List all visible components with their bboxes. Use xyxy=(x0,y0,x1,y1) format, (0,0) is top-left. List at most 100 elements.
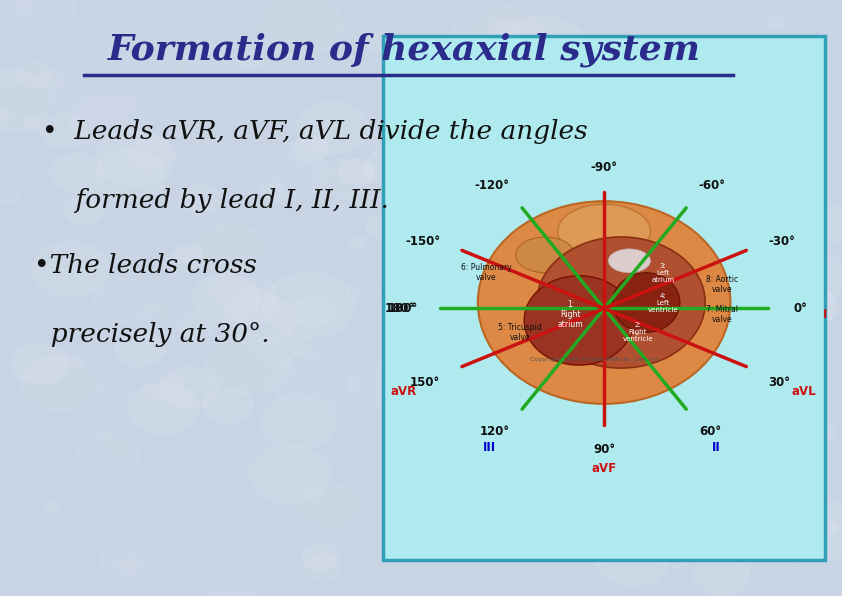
Text: aVL: aVL xyxy=(791,385,816,398)
Circle shape xyxy=(225,287,278,325)
Circle shape xyxy=(807,204,842,242)
Circle shape xyxy=(93,278,157,324)
Circle shape xyxy=(297,483,360,528)
Circle shape xyxy=(683,500,722,528)
Circle shape xyxy=(658,160,684,178)
Text: precisely at 30°.: precisely at 30°. xyxy=(34,322,269,347)
Circle shape xyxy=(679,472,745,519)
Circle shape xyxy=(417,206,495,262)
Circle shape xyxy=(290,337,317,356)
Circle shape xyxy=(508,476,598,541)
Ellipse shape xyxy=(515,237,574,273)
Text: 120°: 120° xyxy=(479,424,509,437)
Text: 8: Aortic
valve: 8: Aortic valve xyxy=(706,275,738,294)
Text: 60°: 60° xyxy=(699,424,721,437)
Circle shape xyxy=(115,331,164,366)
Text: -90°: -90° xyxy=(590,162,618,175)
Text: 30°: 30° xyxy=(768,375,790,389)
Circle shape xyxy=(95,150,167,201)
Text: aVR: aVR xyxy=(391,385,417,398)
Text: 2:
Right
ventricle: 2: Right ventricle xyxy=(622,322,653,342)
Circle shape xyxy=(694,556,749,595)
Ellipse shape xyxy=(524,276,633,365)
Circle shape xyxy=(0,108,8,120)
Circle shape xyxy=(432,435,481,469)
Circle shape xyxy=(744,345,809,391)
Circle shape xyxy=(466,134,544,190)
Circle shape xyxy=(475,401,541,448)
Circle shape xyxy=(673,564,687,575)
Circle shape xyxy=(339,159,375,184)
Circle shape xyxy=(821,521,839,533)
Circle shape xyxy=(564,68,613,103)
Text: 5: Tricuspid
valve: 5: Tricuspid valve xyxy=(498,322,541,342)
Circle shape xyxy=(292,136,328,162)
Circle shape xyxy=(364,151,410,184)
Circle shape xyxy=(783,311,797,321)
Circle shape xyxy=(784,499,842,559)
Text: •The leads cross: •The leads cross xyxy=(34,253,257,278)
Circle shape xyxy=(597,533,669,585)
Circle shape xyxy=(194,223,264,274)
Circle shape xyxy=(770,283,835,330)
Circle shape xyxy=(248,143,328,200)
Circle shape xyxy=(302,544,338,570)
Circle shape xyxy=(179,315,214,340)
Circle shape xyxy=(2,70,25,86)
Circle shape xyxy=(292,296,335,327)
Text: -60°: -60° xyxy=(699,179,726,193)
Circle shape xyxy=(546,129,628,188)
Circle shape xyxy=(786,288,838,325)
Ellipse shape xyxy=(558,204,650,258)
Circle shape xyxy=(763,95,785,110)
FancyBboxPatch shape xyxy=(383,36,825,560)
Circle shape xyxy=(663,427,740,482)
Text: Copyright 1999, HowStuffWorks.com, Inc.: Copyright 1999, HowStuffWorks.com, Inc. xyxy=(530,356,661,362)
Circle shape xyxy=(264,272,355,337)
Circle shape xyxy=(128,384,200,434)
Circle shape xyxy=(365,33,392,52)
Circle shape xyxy=(671,315,755,375)
Circle shape xyxy=(167,249,198,271)
Circle shape xyxy=(504,399,519,408)
Circle shape xyxy=(349,362,414,409)
Text: 180°: 180° xyxy=(385,302,415,315)
Circle shape xyxy=(738,497,793,536)
Circle shape xyxy=(46,501,61,513)
Circle shape xyxy=(175,244,202,263)
Circle shape xyxy=(304,554,341,581)
Circle shape xyxy=(658,430,699,459)
Circle shape xyxy=(262,396,337,448)
Ellipse shape xyxy=(608,249,650,273)
Circle shape xyxy=(660,507,722,550)
Ellipse shape xyxy=(613,273,680,333)
Circle shape xyxy=(19,356,97,411)
Circle shape xyxy=(224,294,296,346)
Circle shape xyxy=(369,132,406,159)
Circle shape xyxy=(51,154,105,193)
Circle shape xyxy=(237,51,264,69)
Circle shape xyxy=(413,514,443,536)
Circle shape xyxy=(571,39,607,64)
Circle shape xyxy=(37,70,62,88)
Circle shape xyxy=(319,159,373,198)
Circle shape xyxy=(204,387,253,423)
Circle shape xyxy=(17,61,52,86)
Circle shape xyxy=(588,552,605,565)
Circle shape xyxy=(517,411,568,446)
Circle shape xyxy=(642,444,693,480)
Circle shape xyxy=(258,332,301,363)
Circle shape xyxy=(749,357,819,408)
Circle shape xyxy=(193,274,259,322)
Circle shape xyxy=(768,17,786,30)
Text: aVF: aVF xyxy=(592,462,616,474)
Circle shape xyxy=(258,0,344,57)
Circle shape xyxy=(65,197,103,224)
Circle shape xyxy=(443,42,504,85)
Circle shape xyxy=(179,185,221,215)
Circle shape xyxy=(249,445,331,503)
Circle shape xyxy=(12,344,68,384)
Circle shape xyxy=(296,103,369,154)
Text: formed by lead I, II, III.: formed by lead I, II, III. xyxy=(42,188,389,213)
Text: I: I xyxy=(823,309,828,321)
